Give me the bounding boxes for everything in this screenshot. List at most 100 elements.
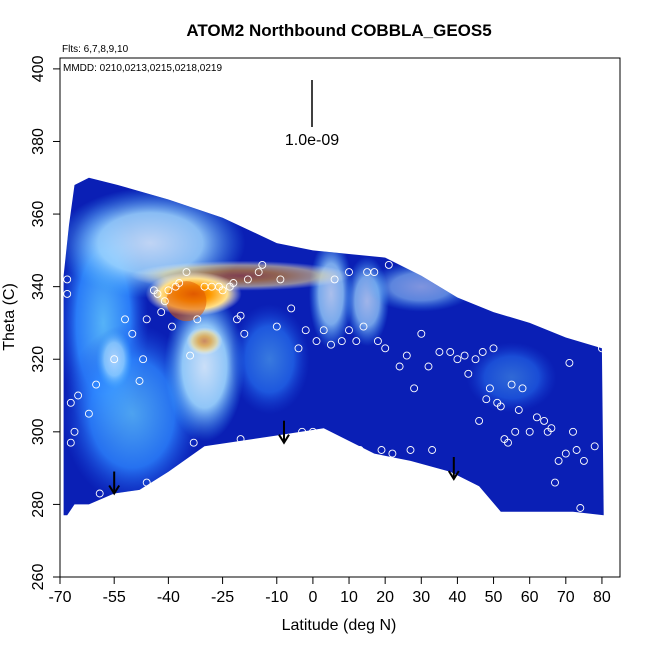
observation-point <box>164 286 173 295</box>
x-tick-label: 70 <box>557 589 575 606</box>
observation-point <box>377 446 386 454</box>
observation-point <box>240 329 249 338</box>
observation-point <box>514 406 523 414</box>
observation-point <box>218 286 227 295</box>
observation-point <box>74 391 83 400</box>
observation-point <box>301 326 310 335</box>
observation-point <box>70 427 79 436</box>
observation-point <box>551 478 559 487</box>
profile-arrow <box>108 471 121 496</box>
observation-point <box>92 380 101 389</box>
y-axis: 260 280 300 320 340 360 380 400 <box>30 55 60 590</box>
observation-point <box>276 275 285 284</box>
observation-point <box>186 351 195 360</box>
observation-point <box>95 489 104 498</box>
observation-point <box>236 435 245 444</box>
observation-point <box>229 279 238 287</box>
observation-point <box>370 268 379 277</box>
observation-point <box>511 427 520 436</box>
observation-point <box>352 337 361 346</box>
x-tick-label: 80 <box>593 589 611 606</box>
observation-point <box>572 446 581 454</box>
observation-point <box>446 348 455 356</box>
observation-point <box>525 427 534 436</box>
observation-point <box>63 275 72 284</box>
profile-markers <box>108 420 460 496</box>
observation-point <box>547 424 556 433</box>
observation-point <box>272 322 281 331</box>
observation-point <box>475 416 484 425</box>
observation-point <box>128 329 137 338</box>
observation-point <box>424 362 433 371</box>
observation-point <box>518 384 527 393</box>
observation-point <box>489 344 498 353</box>
observation-point <box>388 449 397 458</box>
observation-point <box>153 289 162 298</box>
observation-point <box>330 275 339 284</box>
observation-point <box>175 279 184 287</box>
observation-point <box>381 344 390 353</box>
observation-point <box>540 416 549 425</box>
observation-point <box>139 355 148 364</box>
observation-point <box>63 289 72 298</box>
scale-bar-label: 1.0e-09 <box>285 132 339 149</box>
observation-point <box>464 369 473 378</box>
flights-label: Flts: 6,7,8,9,10 <box>62 44 129 55</box>
observation-point <box>420 268 429 277</box>
observation-point <box>507 380 516 389</box>
observation-point <box>442 268 451 277</box>
observation-point <box>482 395 491 404</box>
observation-point <box>373 337 382 346</box>
observation-point <box>428 446 437 454</box>
observation-point <box>410 384 419 393</box>
y-axis-label: Theta (C) <box>1 283 18 351</box>
observation-point <box>258 260 267 269</box>
observation-point <box>590 442 599 451</box>
observation-point <box>561 449 570 458</box>
x-tick-label: -70 <box>48 589 71 606</box>
observation-point <box>254 268 263 277</box>
observation-point <box>576 504 585 512</box>
dates-label: MMDD: 0210,0213,0215,0218,0219 <box>63 63 222 74</box>
x-axis: -70 -55 -40 -25 -10 0 10 20 30 40 50 60 70 80 <box>48 577 611 606</box>
observation-point <box>287 304 296 313</box>
observation-point <box>168 322 176 331</box>
field-region-peak <box>166 281 207 322</box>
observation-point <box>579 456 588 465</box>
observation-point <box>308 427 317 436</box>
observation-point <box>66 438 75 447</box>
observation-point <box>66 398 75 407</box>
observation-point <box>478 348 487 356</box>
observation-point <box>84 409 93 418</box>
observation-point <box>565 358 574 367</box>
x-tick-label: 0 <box>308 589 317 606</box>
observation-point <box>294 344 303 353</box>
y-tick-label: 360 <box>30 201 47 228</box>
observation-point <box>298 427 307 436</box>
x-tick-label: 10 <box>340 589 358 606</box>
observation-point <box>327 340 335 349</box>
observation-point <box>110 355 119 364</box>
observation-point <box>453 355 462 364</box>
x-axis-label: Latitude (deg N) <box>282 617 397 634</box>
observation-point <box>402 351 411 360</box>
y-tick-label: 380 <box>30 128 47 155</box>
y-tick-label: 300 <box>30 418 47 445</box>
observation-point <box>532 413 541 422</box>
x-tick-label: 50 <box>485 589 503 606</box>
observation-point <box>312 337 321 346</box>
x-tick-label: 40 <box>449 589 467 606</box>
observation-point <box>345 268 353 277</box>
observation-point <box>182 268 191 277</box>
y-tick-label: 340 <box>30 273 47 300</box>
observation-point <box>554 456 563 465</box>
observation-point <box>334 464 343 473</box>
field-region-central <box>229 304 310 415</box>
observation-point <box>189 438 198 447</box>
observation-point <box>355 446 364 454</box>
observation-point <box>345 326 353 335</box>
observation-point <box>135 377 144 385</box>
y-tick-label: 320 <box>30 346 47 373</box>
field-region-north <box>466 342 557 413</box>
